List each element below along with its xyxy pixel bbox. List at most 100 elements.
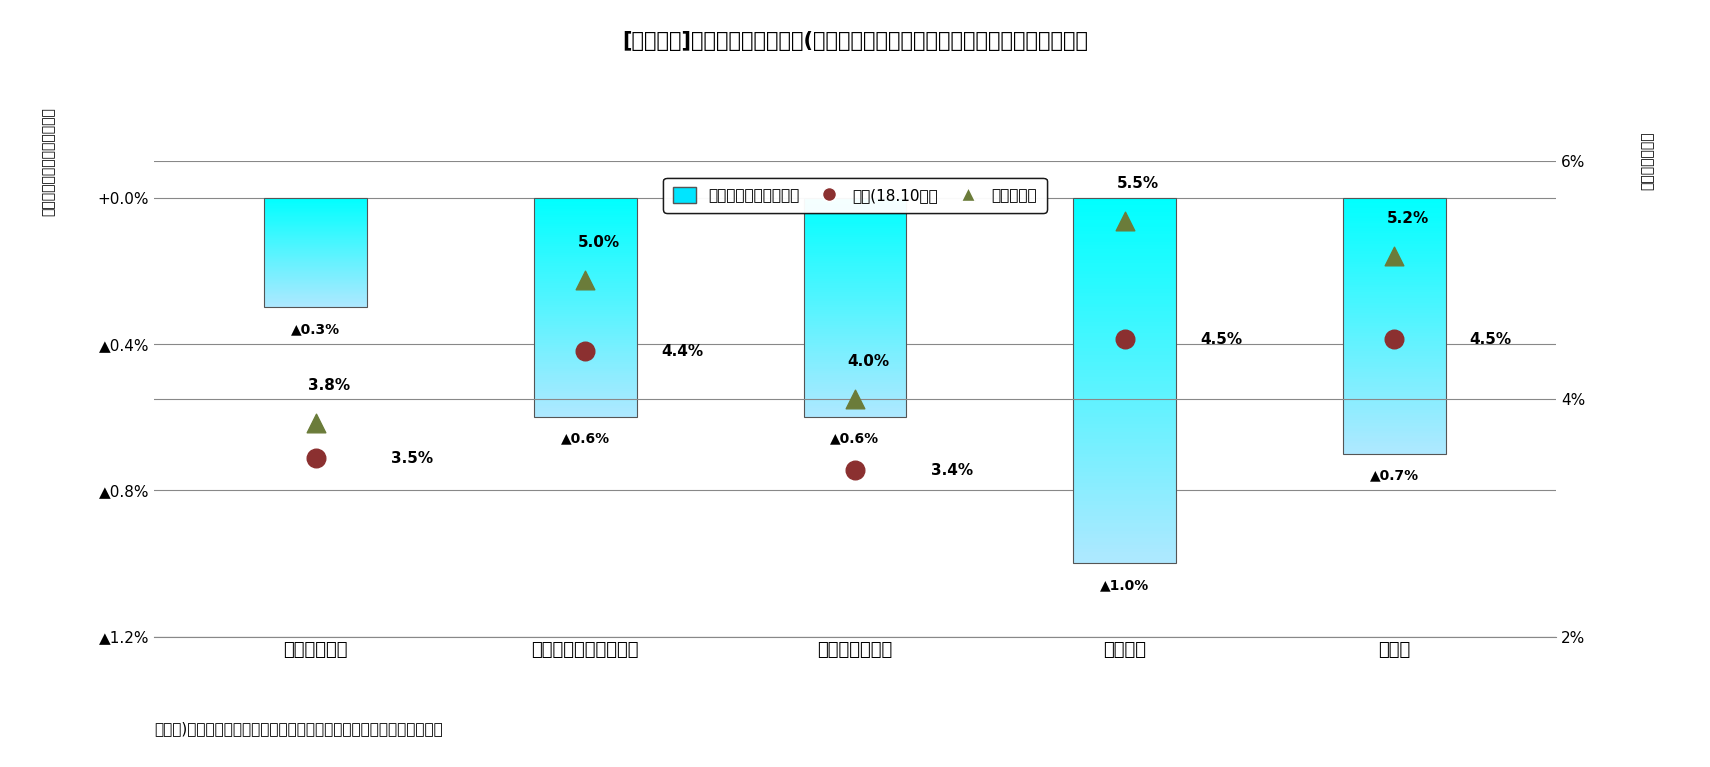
Bar: [804, 400, 906, 402]
Bar: [1074, 355, 1176, 359]
Bar: [804, 336, 906, 338]
Bar: [265, 293, 368, 295]
Bar: [1342, 275, 1445, 277]
Bar: [804, 391, 906, 393]
Bar: [804, 296, 906, 298]
Bar: [1074, 523, 1176, 527]
Bar: [804, 404, 906, 407]
Bar: [1342, 246, 1445, 249]
Bar: [534, 305, 636, 308]
Bar: [1342, 367, 1445, 369]
Bar: [1074, 534, 1176, 538]
Bar: [804, 237, 906, 239]
Bar: [534, 360, 636, 362]
Bar: [804, 224, 906, 226]
Bar: [1074, 201, 1176, 205]
Bar: [804, 343, 906, 344]
Bar: [1342, 264, 1445, 267]
Bar: [804, 264, 906, 265]
Bar: [534, 200, 636, 202]
Bar: [1342, 318, 1445, 321]
Bar: [1342, 439, 1445, 441]
Bar: [534, 384, 636, 387]
Bar: [265, 287, 368, 288]
Bar: [265, 303, 368, 304]
Bar: [1074, 516, 1176, 519]
Bar: [534, 252, 636, 255]
Bar: [265, 206, 368, 208]
Bar: [1074, 238, 1176, 242]
Bar: [1342, 277, 1445, 280]
Bar: [1342, 369, 1445, 372]
Bar: [1074, 509, 1176, 512]
Bar: [534, 338, 636, 341]
Bar: [1074, 377, 1176, 380]
Bar: [534, 364, 636, 367]
Bar: [1342, 349, 1445, 351]
Point: [1112, 333, 1139, 345]
Bar: [265, 301, 368, 302]
Bar: [1342, 420, 1445, 423]
Bar: [534, 351, 636, 354]
Text: （出所)日本不動産研究所のデータをもとにニッセイ基礎研究所が作成: （出所)日本不動産研究所のデータをもとにニッセイ基礎研究所が作成: [154, 721, 443, 736]
Bar: [1074, 421, 1176, 424]
Bar: [1074, 476, 1176, 479]
Bar: [534, 367, 636, 369]
Bar: [1342, 336, 1445, 338]
Bar: [804, 389, 906, 391]
Bar: [534, 400, 636, 402]
Bar: [1074, 326, 1176, 329]
Point: [303, 416, 330, 429]
Bar: [534, 249, 636, 250]
Bar: [1074, 439, 1176, 443]
Text: 4.5%: 4.5%: [1200, 332, 1241, 347]
Bar: [1342, 410, 1445, 413]
Bar: [1074, 436, 1176, 439]
Bar: [534, 244, 636, 246]
Bar: [1342, 449, 1445, 451]
Bar: [265, 221, 368, 222]
Bar: [1342, 441, 1445, 443]
Bar: [804, 354, 906, 356]
Bar: [534, 329, 636, 331]
Bar: [265, 227, 368, 229]
Bar: [1342, 354, 1445, 357]
Bar: [1074, 370, 1176, 374]
Bar: [1074, 285, 1176, 289]
Bar: [1074, 256, 1176, 260]
Bar: [534, 321, 636, 323]
Bar: [265, 278, 368, 279]
Bar: [534, 229, 636, 231]
Bar: [534, 382, 636, 384]
Bar: [1074, 407, 1176, 410]
Bar: [804, 216, 906, 217]
Bar: [804, 222, 906, 224]
Bar: [265, 219, 368, 221]
Bar: [804, 415, 906, 417]
Bar: [804, 362, 906, 364]
Bar: [534, 262, 636, 264]
Bar: [534, 211, 636, 213]
Bar: [804, 235, 906, 237]
Bar: [265, 222, 368, 223]
Bar: [265, 235, 368, 236]
Bar: [1342, 241, 1445, 244]
Bar: [804, 329, 906, 331]
Bar: [1074, 428, 1176, 432]
Bar: [1074, 198, 1176, 201]
Bar: [265, 199, 368, 200]
Bar: [265, 254, 368, 255]
Bar: [534, 380, 636, 382]
Bar: [265, 288, 368, 290]
Bar: [534, 246, 636, 249]
Bar: [265, 259, 368, 260]
Bar: [1342, 206, 1445, 208]
Bar: [804, 338, 906, 341]
Bar: [804, 279, 906, 281]
Text: 4.0%: 4.0%: [848, 354, 889, 369]
Bar: [1074, 432, 1176, 436]
Bar: [534, 395, 636, 397]
Bar: [1074, 242, 1176, 245]
Bar: [804, 257, 906, 259]
Bar: [534, 222, 636, 224]
